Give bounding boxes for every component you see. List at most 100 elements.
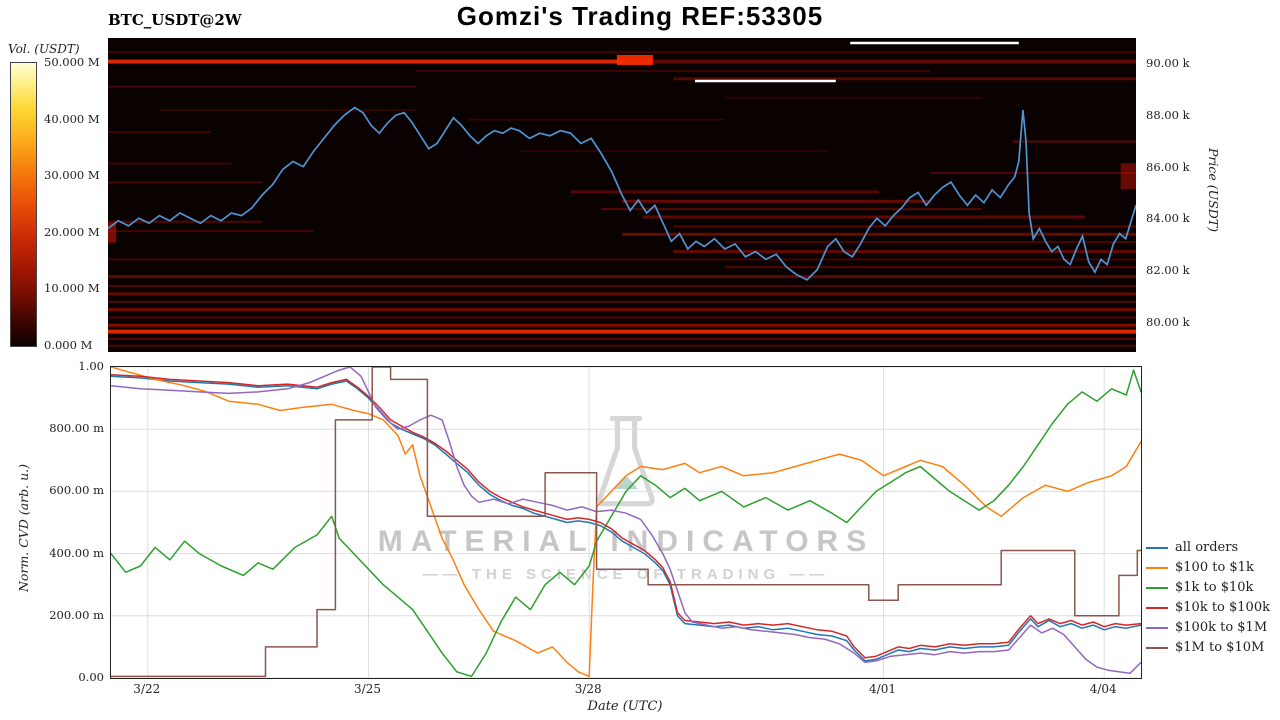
heat-streak: [622, 199, 931, 203]
heat-streak: [930, 172, 1136, 174]
series-line--100-to-1k: [111, 367, 1141, 678]
heat-streak: [108, 230, 314, 233]
series-line-all-orders: [111, 375, 1141, 662]
heat-streak: [673, 77, 1136, 81]
legend: all orders $100 to $1k $1k to $10k $10k to …: [1146, 540, 1270, 660]
heat-streak: [108, 292, 1136, 296]
heat-streak: [673, 225, 1136, 228]
colorbar-tick-label: 20.000 M: [44, 224, 100, 239]
colorbar-tick-label: 0.000 M: [44, 337, 93, 352]
heat-streak: [642, 215, 1085, 219]
cvd-chart: MATERIAL INDICATORS —— THE SCIENCE OF TR…: [110, 366, 1142, 679]
legend-swatch: [1146, 566, 1168, 569]
cvd-x-tick-label: 4/04: [1089, 682, 1117, 696]
price-tick-label: 80.00 k: [1146, 314, 1190, 329]
heat-streak: [108, 323, 1136, 327]
heat-streak: [616, 55, 653, 65]
heat-streak: [108, 285, 1136, 288]
heat-streak: [519, 150, 828, 152]
cvd-x-tick-label: 3/22: [133, 682, 161, 696]
cvd-x-tick-label: 3/25: [354, 682, 381, 696]
heat-streak: [467, 118, 725, 121]
colorbar-tick-labels: 50.000 M 40.000 M 30.000 M 20.000 M 10.000 M…: [44, 54, 106, 353]
cvd-y-tick-label: 800.00 m: [49, 421, 104, 436]
legend-swatch: [1146, 546, 1168, 549]
heat-streak: [108, 51, 1136, 54]
legend-item--100-to-1k: $100 to $1k: [1146, 560, 1270, 575]
legend-label: $100k to $1M: [1175, 620, 1268, 635]
heat-streak: [108, 308, 1136, 312]
heat-streak: [570, 190, 879, 194]
legend-label: $1M to $10M: [1175, 640, 1265, 655]
heatmap-canvas: [108, 41, 1136, 347]
cvd-y-tick-label: 200.00 m: [49, 607, 104, 622]
legend-swatch: [1146, 586, 1168, 589]
series-line--100k-to-1m: [111, 367, 1141, 675]
price-tick-label: 86.00 k: [1146, 159, 1190, 174]
legend-item--1m-to-10m: $1M to $10M: [1146, 640, 1270, 655]
legend-swatch: [1146, 606, 1168, 609]
heat-streak: [108, 59, 622, 64]
series-line--1k-to-10k: [111, 369, 1141, 678]
price-tick-label: 82.00 k: [1146, 263, 1190, 278]
volume-colorbar: [10, 62, 37, 347]
page-title: Gomzi's Trading REF:53305: [456, 1, 824, 31]
price-tick-label: 90.00 k: [1146, 56, 1190, 70]
legend-label: $1k to $10k: [1175, 580, 1254, 595]
colorbar-tick-label: 10.000 M: [44, 281, 100, 296]
heat-streak: [108, 344, 1136, 347]
cvd-y-tick-label: 0.00: [78, 670, 104, 684]
legend-swatch: [1146, 646, 1168, 649]
heat-streak: [108, 222, 117, 243]
heat-streak: [108, 258, 1136, 261]
heat-streak: [416, 70, 931, 72]
heat-streak: [601, 208, 982, 211]
price-line: [108, 106, 1136, 281]
legend-item--10k-to-100k: $10k to $100k: [1146, 600, 1270, 615]
cvd-x-tick-labels: 3/22 3/25 3/28 4/01 4/04: [110, 682, 1140, 698]
legend-label: all orders: [1175, 540, 1239, 555]
cvd-x-tick-label: 4/01: [869, 682, 896, 696]
legend-swatch: [1146, 626, 1168, 629]
series-line--1m-to-10m: [111, 367, 1141, 678]
cvd-y-tick-label: 1.00: [78, 359, 104, 373]
heat-streak: [108, 337, 1136, 340]
price-axis-tick-labels: 90.00 k 88.00 k 86.00 k 84.00 k 82.00 k 80.00…: [1146, 56, 1190, 329]
cvd-x-tick-label: 3/28: [574, 682, 602, 696]
price-axis-label: Price (USDT): [1206, 148, 1221, 232]
colorbar-tick-label: 30.000 M: [44, 168, 100, 183]
legend-label: $10k to $100k: [1175, 600, 1270, 615]
heat-streak: [108, 181, 263, 184]
cvd-canvas: [111, 367, 1141, 678]
heat-streak: [724, 241, 1136, 244]
legend-item-all-orders: all orders: [1146, 540, 1270, 555]
symbol-label: BTC_USDT@2W: [108, 11, 242, 29]
heat-streak: [108, 300, 1136, 303]
heat-streak: [673, 250, 1136, 253]
price-tick-label: 88.00 k: [1146, 107, 1190, 122]
heat-streak: [724, 96, 982, 99]
heat-streak: [1120, 163, 1136, 190]
date-axis-label: Date (UTC): [587, 699, 663, 714]
cvd-y-tick-label: 400.00 m: [49, 545, 104, 560]
price-tick-label: 84.00 k: [1146, 211, 1190, 226]
heat-streak: [108, 85, 417, 88]
heat-streak: [1012, 140, 1136, 143]
colorbar-tick-label: 50.000 M: [44, 55, 100, 69]
heat-streak: [108, 275, 1136, 279]
series-line--10k-to-100k: [111, 374, 1141, 659]
heat-streak: [108, 316, 1136, 319]
heat-streak: [108, 329, 1136, 334]
heat-streak: [108, 131, 211, 134]
cvd-y-tick-labels: 1.00 800.00 m 600.00 m 400.00 m 200.00 m 0.00: [38, 359, 104, 684]
legend-item--100k-to-1m: $100k to $1M: [1146, 620, 1270, 635]
price-heatmap-chart: [108, 38, 1136, 352]
legend-item--1k-to-10k: $1k to $10k: [1146, 580, 1270, 595]
colorbar-tick-label: 40.000 M: [44, 111, 100, 126]
heat-streak: [724, 266, 1136, 269]
heat-streak: [159, 109, 417, 112]
colorbar-label: Vol. (USDT): [8, 42, 80, 56]
heat-streak: [108, 162, 232, 165]
cvd-y-tick-label: 600.00 m: [49, 483, 104, 498]
